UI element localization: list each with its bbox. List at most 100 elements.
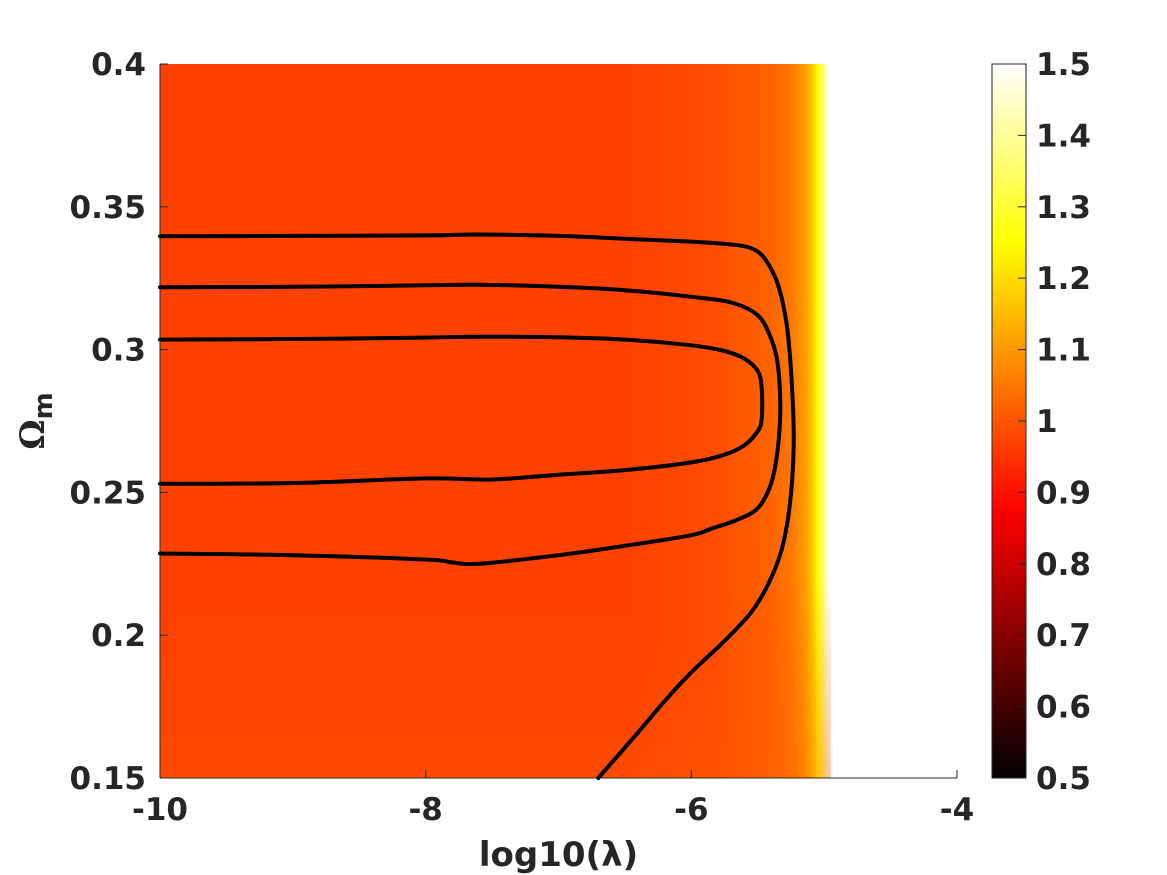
heatmap-cell	[496, 64, 499, 778]
heatmap-cell	[420, 64, 423, 778]
x-axis: -10 -8 -6 -4	[132, 770, 974, 828]
heatmap-cell	[284, 64, 287, 778]
heatmap-cell	[308, 64, 311, 778]
heatmap-cell	[310, 64, 313, 778]
heatmap-cell	[638, 64, 641, 778]
heatmap-cell	[208, 64, 211, 778]
y-tick-label: 0.35	[70, 190, 147, 226]
heatmap-cell	[228, 64, 231, 778]
heatmap-cell	[830, 64, 831, 778]
heatmap-cell	[666, 64, 669, 778]
heatmap-cell	[428, 64, 431, 778]
heatmap-cell	[186, 64, 189, 778]
heatmap-cell	[730, 64, 733, 778]
heatmap-cell	[292, 64, 295, 778]
heatmap-cell	[322, 64, 325, 778]
heatmap-cell	[468, 64, 471, 778]
heatmap-cell	[362, 64, 365, 778]
heatmap-cell	[540, 64, 543, 778]
heatmap-cell	[494, 64, 497, 778]
heatmap-cell	[578, 64, 581, 778]
heatmap-cell	[512, 64, 515, 778]
heatmap-cell	[254, 64, 257, 778]
heatmap-cell	[742, 64, 745, 778]
heatmap-cell	[586, 64, 589, 778]
heatmap-cell	[246, 64, 249, 778]
heatmap-cell	[556, 64, 559, 778]
heatmap-cell	[708, 64, 711, 778]
heatmap-cell	[786, 64, 789, 778]
heatmap-cell	[180, 64, 183, 778]
heatmap-cell	[750, 64, 753, 778]
heatmap-cell	[300, 64, 303, 778]
colorbar-tick-label: 0.7	[1036, 618, 1091, 654]
heatmap-cell	[520, 64, 523, 778]
heatmap-cell	[392, 64, 395, 778]
heatmap-cell	[816, 64, 819, 778]
heatmap-cell	[668, 64, 671, 778]
heatmap-cell	[372, 64, 375, 778]
heatmap-cell	[440, 64, 443, 778]
heatmap-cell	[360, 64, 363, 778]
heatmap-cell	[506, 64, 509, 778]
heatmap-cell	[458, 64, 461, 778]
heatmap-cell	[408, 64, 411, 778]
heatmap-cell	[628, 64, 631, 778]
heatmap-cell	[658, 64, 661, 778]
heatmap-cell	[610, 64, 613, 778]
heatmap-cell	[348, 64, 351, 778]
heatmap-cell	[576, 64, 579, 778]
heatmap-cell	[738, 64, 741, 778]
heatmap-cell	[776, 64, 779, 778]
heatmap-cell	[220, 64, 223, 778]
heatmap-cell	[304, 64, 307, 778]
heatmap-cell	[492, 64, 495, 778]
heatmap-cell	[210, 64, 213, 778]
heatmap-cell	[508, 64, 511, 778]
heatmap-cell	[624, 64, 627, 778]
contour-lines	[158, 232, 796, 780]
heatmap-cell	[162, 64, 165, 778]
heatmap-cell	[196, 64, 199, 778]
heatmap-cell	[702, 64, 705, 778]
y-tick-label: 0.3	[91, 333, 146, 369]
heatmap-cell	[174, 64, 177, 778]
heatmap-cell	[346, 64, 349, 778]
heatmap-cell	[734, 64, 737, 778]
heatmap-cell	[388, 64, 391, 778]
heatmap-cell	[542, 64, 545, 778]
heatmap-cell	[230, 64, 233, 778]
heatmap-cell	[222, 64, 225, 778]
heatmap-cell	[270, 64, 273, 778]
heatmap-cell	[274, 64, 277, 778]
heatmap-cell	[178, 64, 181, 778]
heatmap-cell	[594, 64, 597, 778]
heatmap-cell	[486, 64, 489, 778]
heatmap-cell	[604, 64, 607, 778]
heatmap-cell	[450, 64, 453, 778]
heatmap-cell	[574, 64, 577, 778]
heatmap-cell	[600, 64, 603, 778]
heatmap-cell	[584, 64, 587, 778]
heatmap-cell	[216, 64, 219, 778]
heatmap-cell	[390, 64, 393, 778]
heatmap-cell	[320, 64, 323, 778]
heatmap-cell	[264, 64, 267, 778]
heatmap-cell	[422, 64, 425, 778]
heatmap-cell	[732, 64, 735, 778]
heatmap-cell	[662, 64, 665, 778]
heatmap-cell	[688, 64, 691, 778]
heatmap-cell	[250, 64, 253, 778]
heatmap-cell	[384, 64, 387, 778]
heatmap-cell	[596, 64, 599, 778]
heatmap-cell	[716, 64, 719, 778]
heatmap-cell	[260, 64, 263, 778]
heatmap-cell	[168, 64, 171, 778]
heatmap-cell	[706, 64, 709, 778]
heatmap-cell	[206, 64, 209, 778]
heatmap-cell	[272, 64, 275, 778]
heatmap-cell	[570, 64, 573, 778]
heatmap-cell	[698, 64, 701, 778]
heatmap-cell	[368, 64, 371, 778]
